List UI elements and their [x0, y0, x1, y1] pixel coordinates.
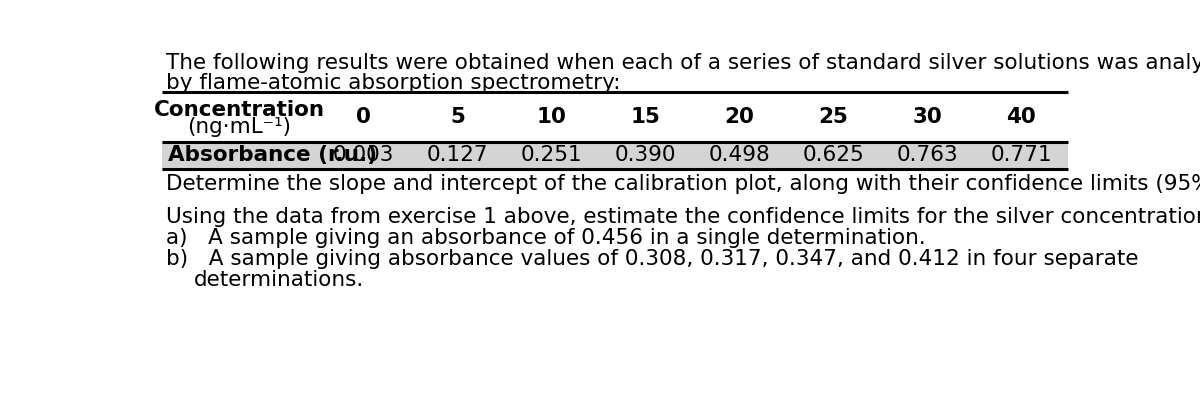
Text: Absorbance (r.u.): Absorbance (r.u.)	[168, 145, 377, 166]
Text: determinations.: determinations.	[194, 270, 365, 290]
Text: 0: 0	[356, 107, 371, 127]
Text: 5: 5	[450, 107, 466, 127]
Text: 0.003: 0.003	[332, 145, 395, 166]
Text: The following results were obtained when each of a series of standard silver sol: The following results were obtained when…	[166, 53, 1200, 73]
Text: 40: 40	[1007, 107, 1037, 127]
Text: Using the data from exercise 1 above, estimate the confidence limits for the sil: Using the data from exercise 1 above, es…	[166, 207, 1200, 228]
Text: a)   A sample giving an absorbance of 0.456 in a single determination.: a) A sample giving an absorbance of 0.45…	[166, 228, 925, 248]
Text: 0.771: 0.771	[990, 145, 1052, 166]
Text: 25: 25	[818, 107, 848, 127]
Text: 10: 10	[536, 107, 566, 127]
Text: Concentration: Concentration	[154, 100, 325, 120]
Text: 0.498: 0.498	[709, 145, 770, 166]
Text: 20: 20	[725, 107, 755, 127]
Text: 30: 30	[912, 107, 942, 127]
Text: b)   A sample giving absorbance values of 0.308, 0.317, 0.347, and 0.412 in four: b) A sample giving absorbance values of …	[166, 249, 1138, 269]
Text: by flame-atomic absorption spectrometry:: by flame-atomic absorption spectrometry:	[166, 72, 620, 93]
Bar	[162, 142, 1068, 169]
Text: 0.251: 0.251	[521, 145, 582, 166]
Text: 15: 15	[630, 107, 660, 127]
Text: Determine the slope and intercept of the calibration plot, along with their conf: Determine the slope and intercept of the…	[166, 174, 1200, 194]
Text: (ng·mL⁻¹): (ng·mL⁻¹)	[187, 117, 292, 137]
Text: 0.390: 0.390	[614, 145, 677, 166]
Text: 0.127: 0.127	[427, 145, 488, 166]
Text: 0.625: 0.625	[803, 145, 864, 166]
Text: 0.763: 0.763	[896, 145, 959, 166]
